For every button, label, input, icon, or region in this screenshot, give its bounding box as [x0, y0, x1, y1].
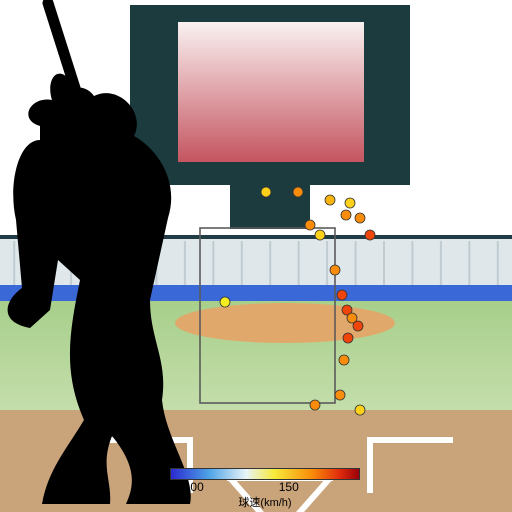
colorbar-label: 球速(km/h) — [170, 494, 360, 510]
colorbar-tick: 100 — [170, 480, 218, 494]
colorbar-gradient — [170, 468, 360, 480]
pitch-location-chart — [0, 0, 512, 512]
colorbar-ticks: 100 150 — [170, 480, 360, 494]
colorbar: 100 150 球速(km/h) — [170, 468, 360, 510]
colorbar-tick — [218, 480, 266, 494]
colorbar-tick — [313, 480, 361, 494]
colorbar-tick: 150 — [265, 480, 313, 494]
